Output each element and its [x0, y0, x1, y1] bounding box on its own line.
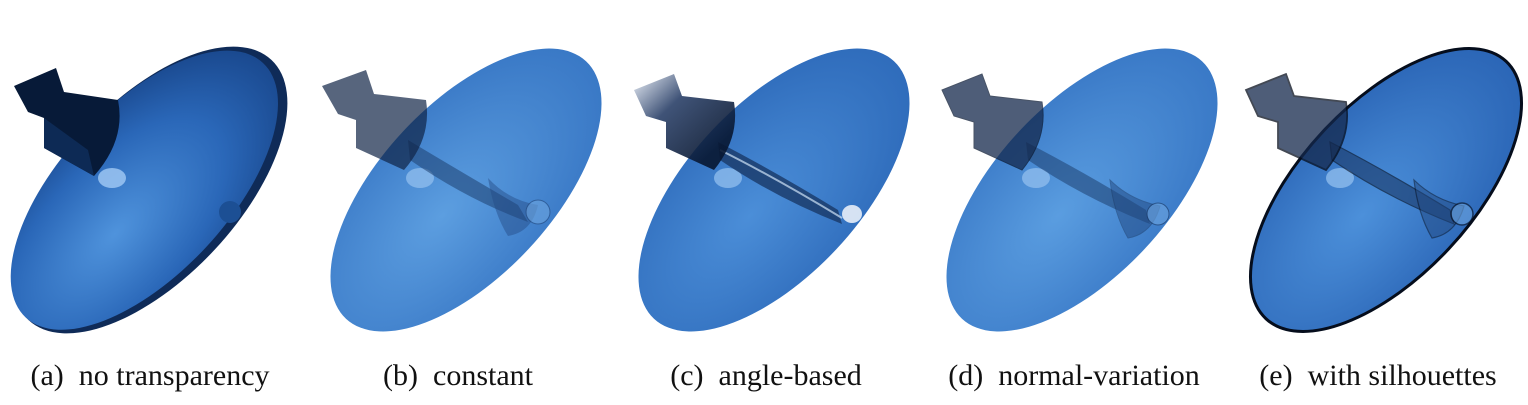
caption-e: (e) with silhouettes — [1228, 358, 1528, 394]
caption-tag: (d) — [948, 359, 984, 392]
caption-label: angle-based — [718, 359, 862, 392]
panel-b: (b) constant — [308, 0, 608, 405]
caption-tag: (b) — [383, 359, 418, 392]
render-normal-variation — [941, 48, 1218, 332]
caption-label: with silhouettes — [1307, 359, 1497, 392]
caption-d: (d) normal-variation — [924, 358, 1224, 394]
panel-d: (d) normal-variation — [924, 0, 1224, 405]
caption-b: (b) constant — [308, 358, 608, 394]
panel-a: (a) no transparency — [0, 0, 300, 405]
caption-tag: (c) — [670, 359, 704, 392]
render-no-transparency — [10, 46, 288, 334]
caption-c: (c) angle-based — [616, 358, 916, 394]
caption-tag: (a) — [30, 359, 64, 392]
caption-label: normal-variation — [998, 359, 1200, 392]
render-angle-based — [634, 48, 910, 332]
caption-a: (a) no transparency — [0, 358, 300, 394]
render-with-silhouettes — [1244, 47, 1524, 333]
panel-c: (c) angle-based — [616, 0, 916, 405]
caption-label: constant — [433, 359, 533, 392]
panel-e: (e) with silhouettes — [1228, 0, 1528, 405]
caption-tag: (e) — [1259, 359, 1293, 392]
render-constant — [322, 48, 602, 332]
caption-label: no transparency — [78, 359, 270, 392]
